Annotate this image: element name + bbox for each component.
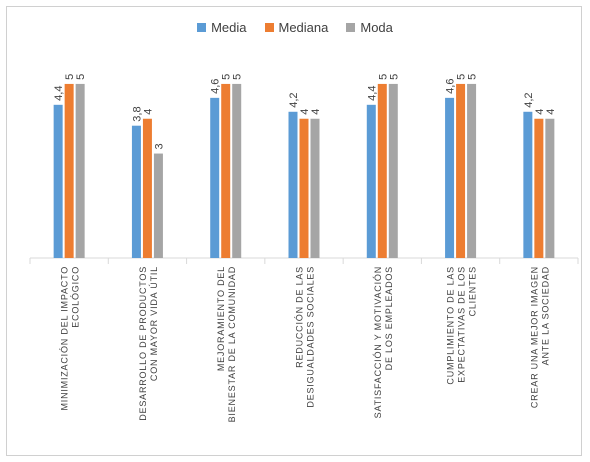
bar-media	[53, 104, 63, 258]
x-tick-label: BIENESTAR DE LA COMUNIDAD	[227, 266, 237, 422]
bar-media	[523, 111, 533, 259]
bar-mediana	[377, 83, 387, 258]
x-tick-label: REDUCCIÓN DE LAS	[295, 266, 305, 368]
data-label: 5	[467, 74, 479, 80]
bar-moda	[232, 83, 242, 258]
legend-swatch-moda	[346, 23, 356, 32]
legend-label-moda: Moda	[360, 20, 393, 35]
data-label: 4,6	[445, 79, 457, 94]
x-tick-label: DE LOS EMPLEADOS	[384, 266, 394, 370]
x-tick-label: DESARROLLO DE PRODUCTOS	[138, 266, 148, 421]
data-label: 4	[534, 109, 546, 115]
x-tick-label: CREAR UNA MEJOR IMAGEN	[529, 266, 539, 408]
legend-swatch-mediana	[264, 23, 274, 32]
legend-label-mediana: Mediana	[278, 20, 329, 35]
bar-media	[131, 125, 141, 258]
x-tick-label: CLIENTES	[468, 266, 478, 316]
legend: Media Mediana Moda	[0, 20, 590, 35]
x-tick-label: EXPECTATIVAS DE LOS	[457, 266, 467, 383]
bar-mediana	[534, 118, 544, 258]
data-label: 5	[64, 74, 76, 80]
data-label: 4,4	[366, 86, 378, 101]
x-tick-label: MINIMIZACIÓN DEL IMPACTO	[60, 266, 70, 411]
data-label: 4,6	[210, 79, 222, 94]
bar-media	[210, 97, 220, 258]
x-tick-label: CUMPLIMIENTO DE LAS	[446, 266, 456, 385]
data-label: 4,4	[53, 86, 65, 101]
bar-moda	[153, 153, 163, 258]
bar-mediana	[456, 83, 466, 258]
x-tick-label: MEJORAMIENTO DEL	[216, 266, 226, 371]
bar-moda	[545, 118, 555, 258]
bar-mediana	[221, 83, 231, 258]
bar-mediana	[299, 118, 309, 258]
bar-mediana	[64, 83, 74, 258]
data-label: 4	[299, 109, 311, 115]
bar-moda	[467, 83, 477, 258]
data-label: 4	[310, 109, 322, 115]
bar-moda	[388, 83, 398, 258]
data-label: 3,8	[131, 106, 143, 121]
bar-mediana	[142, 118, 152, 258]
legend-item-media: Media	[197, 20, 247, 35]
data-label: 5	[456, 74, 468, 80]
bar-media	[366, 104, 376, 258]
bar-moda	[75, 83, 85, 258]
data-label: 4	[545, 109, 557, 115]
data-label: 5	[388, 74, 400, 80]
x-tick-label: DESIGUALDADES SOCIALES	[306, 266, 316, 408]
legend-swatch-media	[197, 23, 207, 32]
bar-media	[288, 111, 298, 259]
data-label: 4,2	[288, 92, 300, 107]
data-label: 4	[142, 109, 154, 115]
x-tick-label: ANTE LA SOCIEDAD	[540, 266, 550, 365]
x-tick-label: CON MAYOR VIDA ÚTIL	[149, 266, 159, 381]
data-label: 3	[153, 143, 165, 149]
data-label: 5	[232, 74, 244, 80]
data-label: 5	[221, 74, 233, 80]
x-tick-label: SATISFACCIÓN Y MOTIVACIÓN	[373, 266, 383, 418]
legend-label-media: Media	[211, 20, 247, 35]
data-label: 5	[377, 74, 389, 80]
legend-item-moda: Moda	[346, 20, 393, 35]
data-label: 5	[75, 74, 87, 80]
legend-item-mediana: Mediana	[264, 20, 329, 35]
data-label: 4,2	[523, 92, 535, 107]
bar-moda	[310, 118, 320, 258]
x-tick-label: ECOLÓGICO	[71, 266, 81, 328]
bar-media	[445, 97, 455, 258]
